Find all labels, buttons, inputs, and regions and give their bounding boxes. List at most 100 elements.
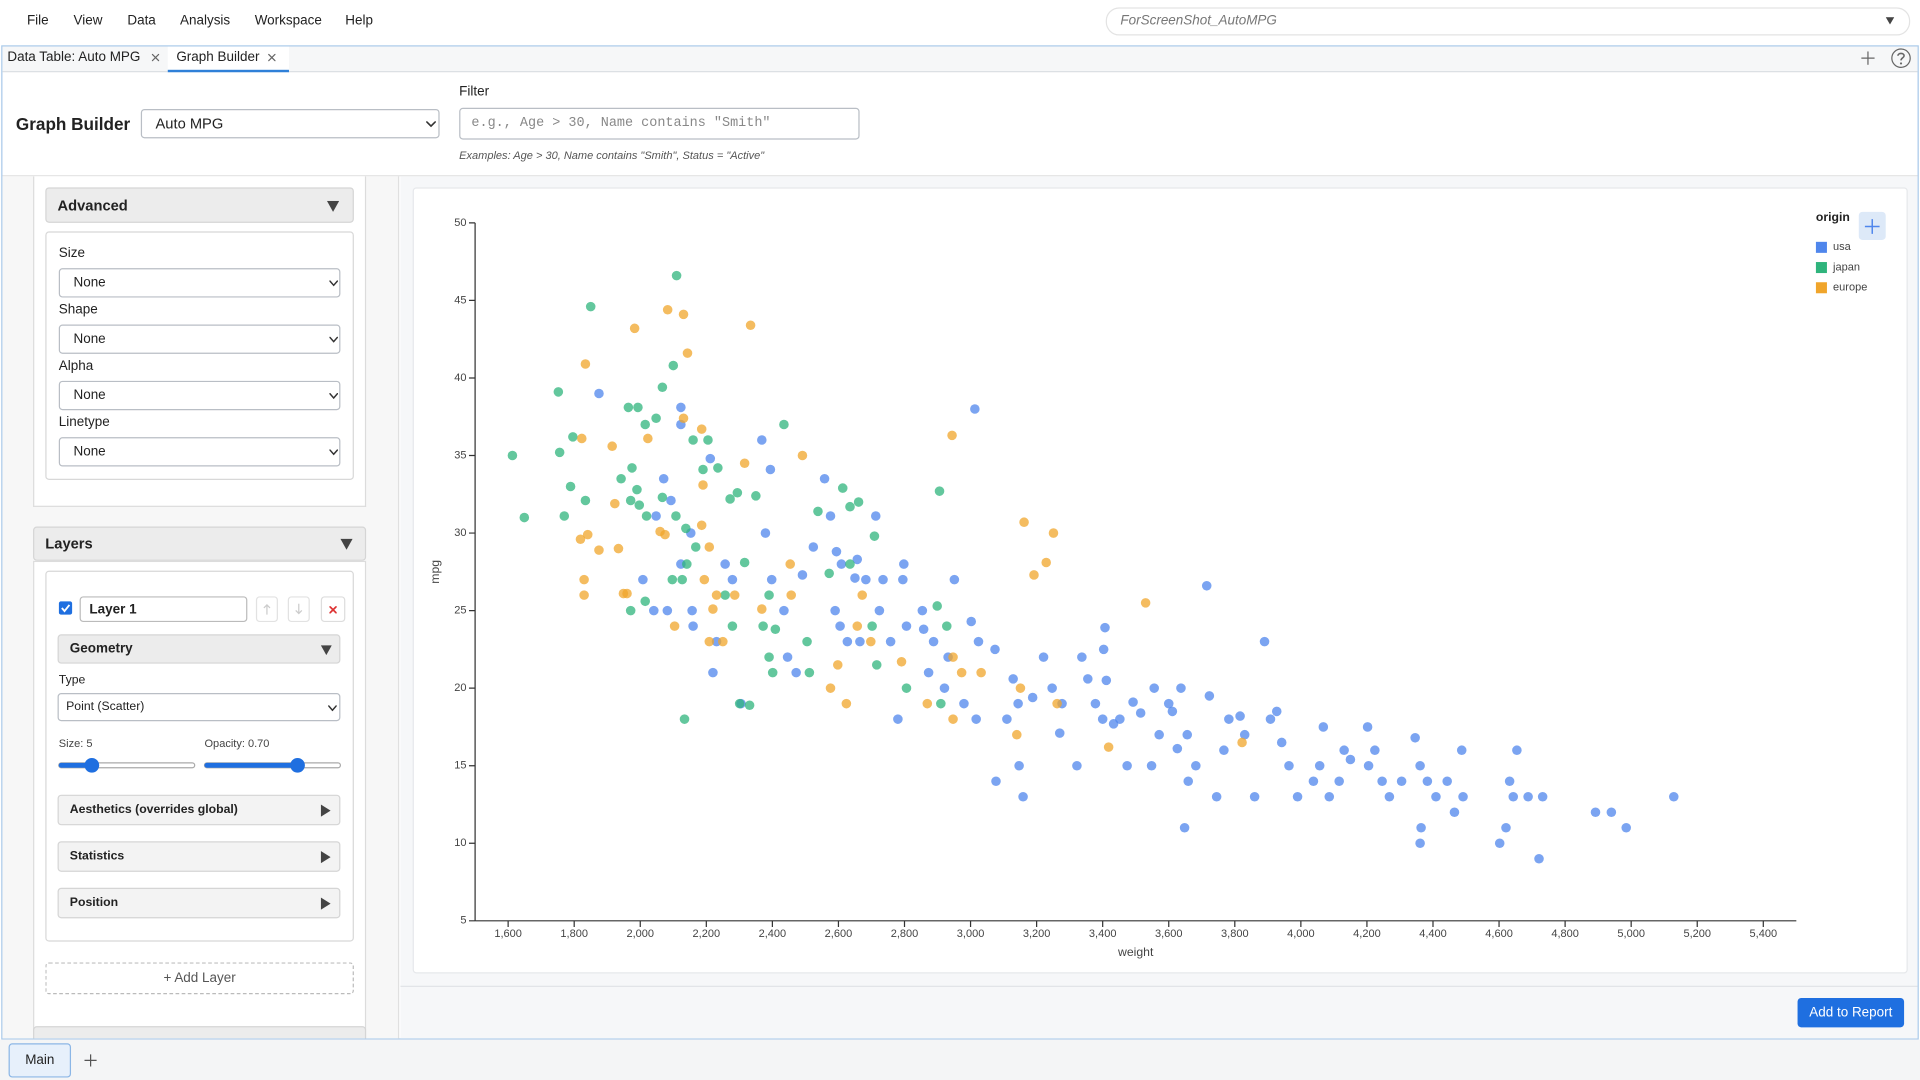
x-tick-label: 2,800 xyxy=(891,928,919,940)
tab-active[interactable]: Graph Builder xyxy=(167,46,289,73)
point xyxy=(688,621,698,631)
point xyxy=(845,559,855,569)
point xyxy=(878,574,888,585)
x-tick-label: 3,600 xyxy=(1155,928,1183,940)
point xyxy=(633,402,643,413)
select[interactable]: None xyxy=(58,324,341,354)
point xyxy=(1182,729,1193,740)
point xyxy=(857,590,867,600)
legend-swatch xyxy=(1815,282,1827,294)
point xyxy=(641,511,652,521)
point xyxy=(1012,729,1022,740)
point xyxy=(632,484,642,495)
menu-item[interactable]: Workspace xyxy=(254,13,322,29)
point xyxy=(813,506,823,517)
select-value: None xyxy=(73,388,106,403)
point xyxy=(625,495,636,506)
point xyxy=(976,667,986,678)
point xyxy=(899,559,909,569)
x-tick-label: 5,200 xyxy=(1683,928,1711,940)
section-header[interactable] xyxy=(33,1026,367,1039)
point xyxy=(666,495,676,506)
select[interactable]: None xyxy=(58,437,341,467)
point xyxy=(1219,745,1229,755)
filter-input[interactable]: e.g., Age > 30, Name contains "Smith" xyxy=(459,107,860,140)
point xyxy=(779,419,789,430)
point xyxy=(1072,760,1082,771)
section-header[interactable]: Advanced xyxy=(45,187,354,223)
point xyxy=(727,574,738,585)
point xyxy=(870,511,881,521)
search-box[interactable]: ForScreenShot_AutoMPG xyxy=(1105,7,1911,36)
add-layer-button[interactable]: + Add Layer xyxy=(45,962,354,995)
close-icon[interactable] xyxy=(151,53,160,62)
menu-item[interactable]: File xyxy=(26,13,49,29)
add-to-report-button[interactable]: Add to Report xyxy=(1797,997,1905,1028)
point xyxy=(918,624,929,634)
point xyxy=(901,621,912,631)
add-tab-icon[interactable] xyxy=(1861,51,1875,65)
point xyxy=(1101,675,1112,686)
menu-item[interactable]: View xyxy=(73,13,103,29)
type-select[interactable]: Point (Scatter) xyxy=(57,693,341,722)
move-up-button[interactable] xyxy=(255,596,278,623)
collapsible-section[interactable]: Position xyxy=(57,887,341,919)
select[interactable]: None xyxy=(58,268,341,298)
slider-thumb[interactable] xyxy=(290,757,305,773)
collapsible-section[interactable]: Aesthetics (overrides global) xyxy=(57,794,341,826)
section-header[interactable]: Layers xyxy=(33,526,367,561)
checkbox[interactable] xyxy=(58,601,73,615)
arrow-down-icon xyxy=(295,603,303,615)
point xyxy=(745,320,756,330)
point xyxy=(874,605,885,616)
menu-item[interactable]: Data xyxy=(127,13,156,29)
point xyxy=(682,348,693,358)
move-down-button[interactable] xyxy=(287,596,310,623)
point xyxy=(1422,776,1433,787)
point xyxy=(1345,754,1356,765)
collapsible-section[interactable]: Statistics xyxy=(57,841,341,872)
point xyxy=(1047,683,1057,693)
legend-swatch xyxy=(1815,241,1827,253)
point xyxy=(1377,776,1387,787)
layer-name-input[interactable]: Layer 1 xyxy=(79,596,248,623)
point xyxy=(867,621,877,631)
point xyxy=(660,529,670,540)
expand-icon xyxy=(320,897,331,910)
add-sheet-icon[interactable] xyxy=(84,1054,97,1067)
bottom-bar xyxy=(0,1039,1920,1080)
point xyxy=(1508,791,1519,802)
point xyxy=(841,698,852,709)
point xyxy=(568,432,578,442)
point xyxy=(703,435,713,445)
dropdown-icon xyxy=(1885,17,1895,25)
help-icon[interactable] xyxy=(1891,48,1912,69)
point xyxy=(519,512,530,523)
x-tick-label: 3,200 xyxy=(1023,928,1051,940)
point xyxy=(623,402,634,413)
point xyxy=(582,529,593,540)
point xyxy=(939,683,950,693)
point xyxy=(1097,714,1108,724)
point xyxy=(1314,760,1325,771)
x-tick-label: 5,400 xyxy=(1750,928,1778,940)
menu-item[interactable]: Analysis xyxy=(180,13,231,29)
menu-item[interactable]: Help xyxy=(345,13,374,29)
close-icon[interactable] xyxy=(268,53,276,62)
point xyxy=(934,486,945,496)
slider-thumb[interactable] xyxy=(84,757,100,773)
geometry-header[interactable]: Geometry xyxy=(57,634,341,664)
dataset-select[interactable]: Auto MPG xyxy=(140,108,440,139)
select[interactable]: None xyxy=(58,380,341,411)
tab[interactable]: Data Table: Auto MPG xyxy=(7,50,160,65)
x-tick-label: 4,000 xyxy=(1287,928,1315,940)
point xyxy=(622,588,632,599)
delete-layer-button[interactable] xyxy=(320,596,346,623)
sliders[interactable] xyxy=(58,757,346,774)
point xyxy=(1077,652,1087,662)
point xyxy=(836,559,847,569)
legend-label: usa xyxy=(1833,241,1852,253)
point xyxy=(866,636,876,647)
point xyxy=(744,700,755,710)
sheet-tab[interactable]: Main xyxy=(8,1043,72,1078)
